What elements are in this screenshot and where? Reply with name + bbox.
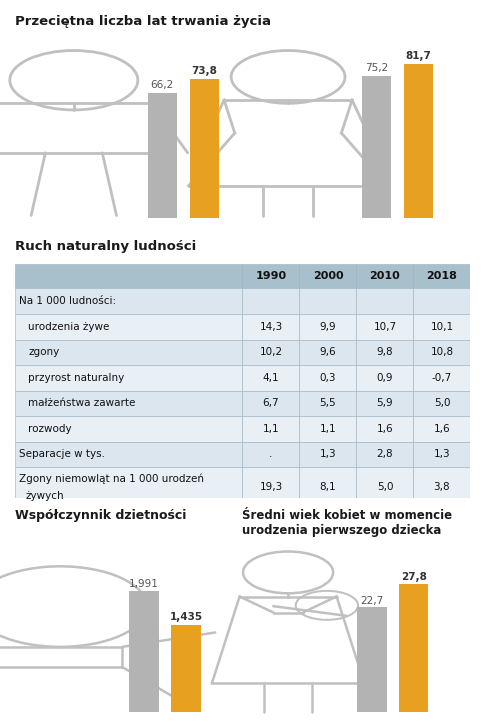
Bar (356, 339, 412, 365)
Bar (299, 264, 356, 288)
Bar (299, 314, 356, 339)
Text: 5,0: 5,0 (433, 398, 449, 408)
Text: 9,6: 9,6 (319, 347, 335, 357)
Bar (242, 288, 299, 314)
Text: Separacje w tys.: Separacje w tys. (19, 449, 105, 459)
Text: 14,3: 14,3 (259, 322, 282, 332)
Text: 9,8: 9,8 (376, 347, 393, 357)
Text: 1,6: 1,6 (376, 424, 393, 434)
Text: rozwody: rozwody (28, 424, 72, 434)
Bar (242, 339, 299, 365)
Bar (412, 467, 469, 507)
Bar (299, 365, 356, 390)
Bar (15, 365, 242, 390)
Bar (15, 390, 242, 416)
Bar (412, 339, 469, 365)
Bar (356, 314, 412, 339)
Bar (242, 264, 299, 288)
Text: 10,2: 10,2 (259, 347, 282, 357)
Text: 19,3: 19,3 (259, 482, 282, 492)
Bar (412, 416, 469, 442)
Bar (242, 390, 299, 416)
Bar (15, 442, 242, 467)
Bar (356, 467, 412, 507)
Bar (412, 365, 469, 390)
Text: .: . (269, 449, 272, 459)
Bar (242, 442, 299, 467)
Text: Zgony niemowląt na 1 000 urodzeń: Zgony niemowląt na 1 000 urodzeń (19, 474, 204, 484)
Text: 2018: 2018 (425, 271, 456, 281)
Text: 9,9: 9,9 (319, 322, 335, 332)
Text: 5,9: 5,9 (376, 398, 393, 408)
Text: urodzenia żywe: urodzenia żywe (28, 322, 109, 332)
Bar (15, 314, 242, 339)
Text: 0,9: 0,9 (376, 373, 393, 383)
Text: 2010: 2010 (369, 271, 399, 281)
Bar (299, 467, 356, 507)
Bar (15, 339, 242, 365)
Text: 1,3: 1,3 (319, 449, 335, 459)
Text: 10,7: 10,7 (373, 322, 396, 332)
Text: 5,0: 5,0 (376, 482, 393, 492)
Text: zgony: zgony (28, 347, 60, 357)
Bar (356, 442, 412, 467)
Bar (412, 264, 469, 288)
Bar (356, 390, 412, 416)
Text: 1,6: 1,6 (433, 424, 449, 434)
Bar (15, 416, 242, 442)
Text: Na 1 000 ludności:: Na 1 000 ludności: (19, 296, 116, 306)
Text: Ruch naturalny ludności: Ruch naturalny ludności (15, 240, 196, 253)
Bar (356, 365, 412, 390)
Text: 0,3: 0,3 (319, 373, 335, 383)
Text: Przeciętna liczba lat trwania życia: Przeciętna liczba lat trwania życia (15, 15, 270, 28)
Text: 8,1: 8,1 (319, 482, 335, 492)
Text: 2000: 2000 (312, 271, 343, 281)
Bar (242, 416, 299, 442)
Bar (412, 314, 469, 339)
Bar (299, 288, 356, 314)
Text: żywych: żywych (26, 491, 64, 501)
Text: 1,1: 1,1 (262, 424, 279, 434)
Bar (299, 416, 356, 442)
Bar (242, 314, 299, 339)
Bar (242, 365, 299, 390)
Bar (412, 390, 469, 416)
Text: Współczynnik dzietności: Współczynnik dzietności (15, 509, 185, 522)
Bar (299, 442, 356, 467)
Text: 6,7: 6,7 (262, 398, 279, 408)
Bar (412, 288, 469, 314)
Text: 2,8: 2,8 (376, 449, 393, 459)
Text: 1990: 1990 (255, 271, 286, 281)
Bar (356, 264, 412, 288)
Bar (299, 339, 356, 365)
Bar (356, 416, 412, 442)
Bar (15, 467, 242, 507)
Text: 10,1: 10,1 (429, 322, 453, 332)
Bar (15, 264, 242, 288)
Bar (299, 390, 356, 416)
Bar (15, 288, 242, 314)
Bar (412, 442, 469, 467)
Text: 5,5: 5,5 (319, 398, 335, 408)
Text: małżeństwa zawarte: małżeństwa zawarte (28, 398, 136, 408)
Text: 10,8: 10,8 (429, 347, 453, 357)
Text: 1,1: 1,1 (319, 424, 335, 434)
Text: Średni wiek kobiet w momencie
urodzenia pierwszego dziecka: Średni wiek kobiet w momencie urodzenia … (242, 509, 452, 537)
Text: 4,1: 4,1 (262, 373, 279, 383)
Text: 1,3: 1,3 (433, 449, 449, 459)
Text: 3,8: 3,8 (433, 482, 449, 492)
Bar (242, 467, 299, 507)
Text: przyrost naturalny: przyrost naturalny (28, 373, 124, 383)
Text: -0,7: -0,7 (431, 373, 451, 383)
Bar (356, 288, 412, 314)
